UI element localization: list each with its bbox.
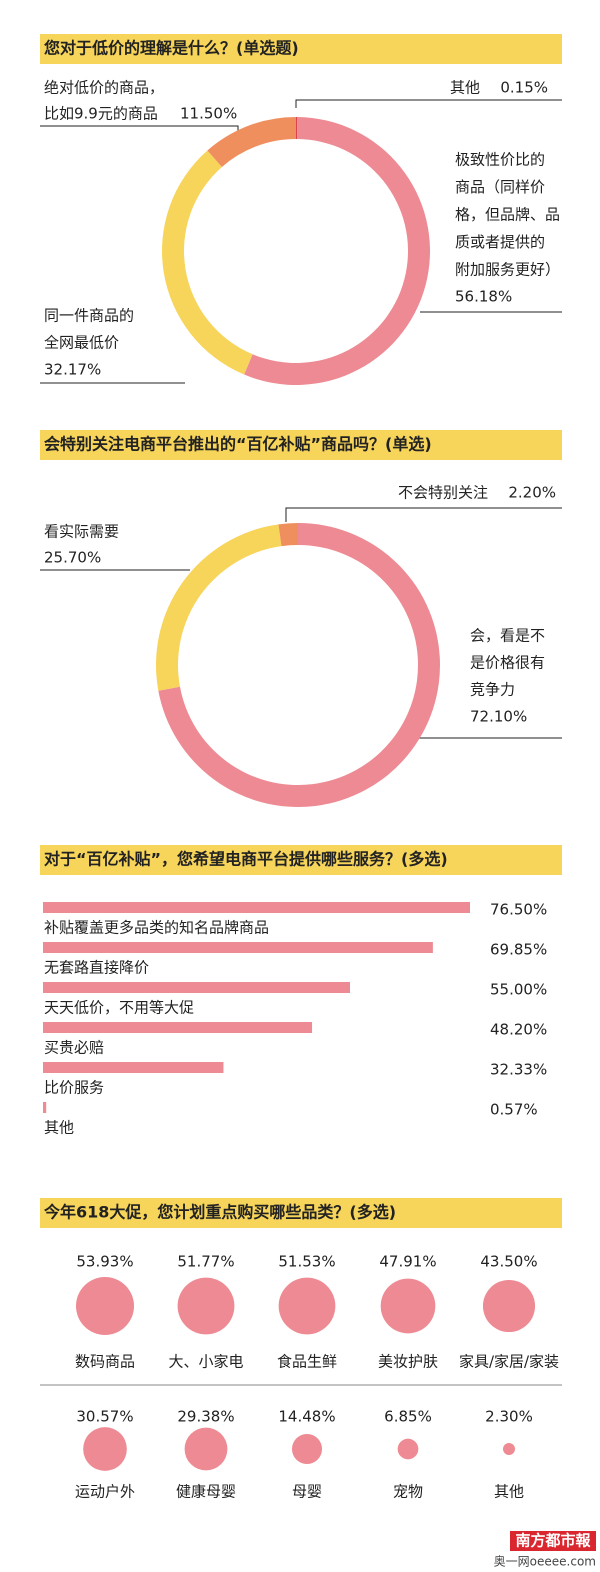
bubble bbox=[397, 1438, 419, 1460]
value-label: 0.15% bbox=[500, 79, 548, 97]
category-label: 宠物 bbox=[393, 1483, 423, 1501]
category-label: 看实际需要 bbox=[44, 523, 119, 541]
category-label: 运动户外 bbox=[75, 1483, 135, 1501]
value-label: 53.93% bbox=[76, 1253, 133, 1271]
category-label: 不会特别关注 bbox=[398, 484, 488, 502]
category-label: 食品生鲜 bbox=[277, 1353, 337, 1371]
category-label: 全网最低价 bbox=[44, 334, 119, 352]
category-label: 质或者提供的 bbox=[455, 233, 545, 251]
bubble bbox=[184, 1427, 228, 1471]
leader-line bbox=[40, 125, 239, 140]
value-label: 47.91% bbox=[379, 1253, 436, 1271]
donut-segment bbox=[162, 150, 253, 375]
bubble bbox=[380, 1278, 436, 1334]
category-label: 无套路直接降价 bbox=[44, 959, 149, 977]
title-bar bbox=[40, 1198, 562, 1228]
value-label: 43.50% bbox=[480, 1253, 537, 1271]
bar bbox=[43, 1062, 224, 1073]
donut-segment bbox=[207, 117, 296, 167]
category-label: 美妆护肤 bbox=[378, 1353, 438, 1371]
leader-line bbox=[285, 507, 562, 522]
value-label: 29.38% bbox=[177, 1408, 234, 1426]
donut-segment bbox=[156, 524, 282, 691]
bubble bbox=[83, 1427, 127, 1471]
category-label: 商品（同样价 bbox=[455, 178, 545, 196]
category-label: 附加服务更好） bbox=[455, 261, 560, 279]
value-label: 51.77% bbox=[177, 1253, 234, 1271]
value-label: 48.20% bbox=[490, 1021, 547, 1039]
category-label: 同一件商品的 bbox=[44, 307, 134, 325]
logo-box bbox=[510, 1531, 596, 1551]
title-bar bbox=[40, 430, 562, 460]
bar bbox=[43, 942, 433, 953]
category-label: 健康母婴 bbox=[176, 1483, 236, 1501]
value-label: 69.85% bbox=[490, 941, 547, 959]
category-label: 比如9.9元的商品 bbox=[44, 105, 158, 123]
bar bbox=[43, 982, 350, 993]
chart-title: 对于“百亿补贴”，您希望电商平台提供哪些服务？(多选) bbox=[44, 850, 448, 869]
donut-segment bbox=[278, 523, 298, 547]
category-label: 其他 bbox=[44, 1119, 74, 1137]
bubble bbox=[291, 1433, 323, 1465]
category-label: 天天低价，不用等大促 bbox=[44, 999, 194, 1017]
bubble bbox=[503, 1443, 515, 1455]
category-label: 比价服务 bbox=[44, 1079, 104, 1097]
value-label: 25.70% bbox=[44, 549, 101, 567]
category-label: 补贴覆盖更多品类的知名品牌商品 bbox=[44, 919, 269, 937]
bubble bbox=[177, 1277, 235, 1335]
value-label: 76.50% bbox=[490, 901, 547, 919]
category-label: 买贵必赔 bbox=[44, 1039, 104, 1057]
bar bbox=[43, 1102, 47, 1113]
donut-segment bbox=[244, 117, 431, 385]
category-label: 家具/家居/家装 bbox=[459, 1353, 559, 1371]
bubble bbox=[278, 1277, 336, 1335]
value-label: 14.48% bbox=[278, 1408, 335, 1426]
category-label: 母婴 bbox=[292, 1483, 322, 1501]
category-label: 竞争力 bbox=[470, 681, 515, 699]
value-label: 30.57% bbox=[76, 1408, 133, 1426]
value-label: 51.53% bbox=[278, 1253, 335, 1271]
site: 奥一网oeeee.com bbox=[494, 1555, 596, 1569]
category-label: 绝对低价的商品， bbox=[44, 79, 164, 97]
chart-title: 会特别关注电商平台推出的“百亿补贴”商品吗？(单选) bbox=[44, 435, 432, 454]
bubble bbox=[482, 1279, 536, 1333]
category-label: 其他 bbox=[494, 1483, 524, 1501]
value-label: 55.00% bbox=[490, 981, 547, 999]
value-label: 2.30% bbox=[485, 1408, 533, 1426]
value-label: 72.10% bbox=[470, 708, 527, 726]
donut-segment bbox=[296, 117, 298, 140]
category-label: 会，看是不 bbox=[470, 627, 545, 645]
category-label: 格，但品牌、品 bbox=[455, 206, 560, 224]
category-label: 其他 bbox=[450, 79, 480, 97]
bar bbox=[43, 1022, 313, 1033]
category-label: 是价格很有 bbox=[470, 654, 545, 672]
category-label: 大、小家电 bbox=[168, 1353, 243, 1371]
category-label: 极致性价比的 bbox=[455, 151, 545, 169]
category-label: 数码商品 bbox=[75, 1353, 135, 1371]
value-label: 11.50% bbox=[180, 105, 237, 123]
bar bbox=[43, 902, 470, 913]
title-bar bbox=[40, 34, 562, 64]
value-label: 2.20% bbox=[508, 484, 556, 502]
value-label: 0.57% bbox=[490, 1101, 538, 1119]
logo: 南方都市報 bbox=[515, 1532, 591, 1550]
title-bar bbox=[40, 845, 562, 875]
chart-title: 您对于低价的理解是什么？(单选题) bbox=[44, 39, 299, 58]
value-label: 32.17% bbox=[44, 361, 101, 379]
value-label: 56.18% bbox=[455, 288, 512, 306]
leader-line bbox=[295, 99, 562, 108]
chart-title: 今年618大促，您计划重点购买哪些品类？(多选) bbox=[43, 1203, 396, 1222]
bubble bbox=[76, 1277, 134, 1335]
value-label: 6.85% bbox=[384, 1408, 432, 1426]
value-label: 32.33% bbox=[490, 1061, 547, 1079]
